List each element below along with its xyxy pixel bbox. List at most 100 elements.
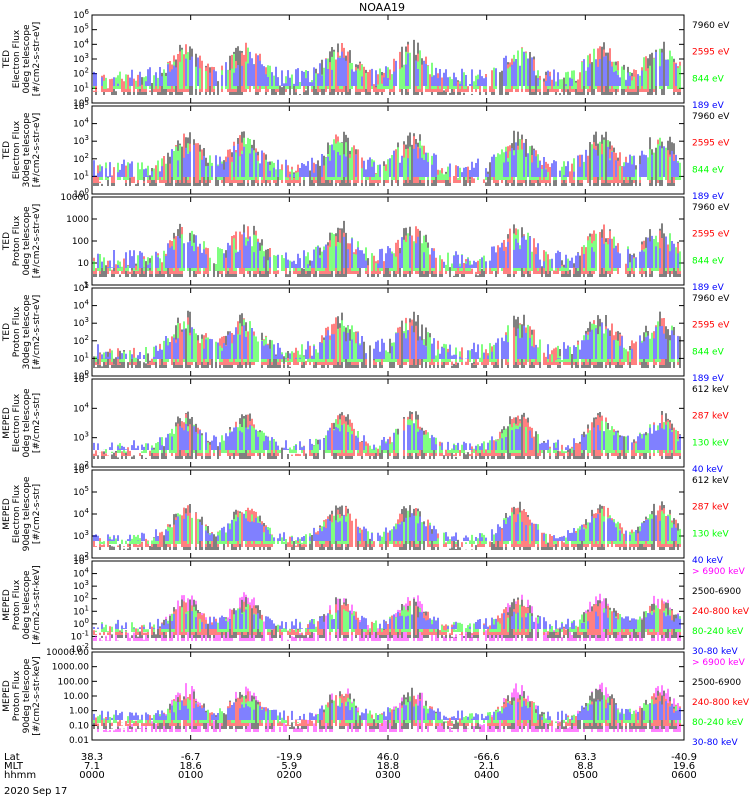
y-tick-label: 103 <box>73 579 89 592</box>
flux-series-4 <box>97 322 679 359</box>
y-tick-label: 104 <box>73 567 89 580</box>
data-marks <box>93 411 681 459</box>
y-tick-label: 0.01 <box>69 736 89 746</box>
legend-entry: 130 keV <box>692 438 729 448</box>
legend-entry: > 6900 keV <box>692 567 746 577</box>
y-tick-label: 104 <box>73 299 89 312</box>
flux-series-3 <box>99 417 681 453</box>
y-tick-label: 102 <box>73 334 89 347</box>
y-tick-label: 103 <box>73 52 89 65</box>
legend-entry: 240-800 keV <box>692 607 750 617</box>
panel-frame <box>91 287 685 377</box>
panel-8: 10000.00 1000.00 100.00 10.00 1.00 0.10 0.01 ME… <box>2 648 750 748</box>
footer-hhmm-value: 0500 <box>573 770 598 781</box>
date-label: 2020 Sep 17 <box>4 786 67 797</box>
footer-mlt-value: 18.8 <box>377 761 399 772</box>
legend-entry: 844 eV <box>692 347 725 357</box>
legend-entry: 844 eV <box>692 165 725 175</box>
legend-entry: 40 keV <box>692 556 724 566</box>
y-tick-label: 103 <box>73 134 89 147</box>
footer-row-label: MLT <box>4 761 24 772</box>
footer-lat-value: -40.9 <box>671 752 697 763</box>
y-tick-label: 100 <box>72 237 89 247</box>
y-tick-label: 0.10 <box>69 721 89 731</box>
y-tick-label: 102 <box>73 152 89 165</box>
y-tick-label: 105 <box>73 99 89 112</box>
y-tick-label: 103 <box>73 316 89 329</box>
legend-entry: 130 keV <box>692 529 729 539</box>
legend-entry: 2500-6900 <box>692 587 741 597</box>
legend-entry: 40 keV <box>692 465 724 475</box>
flux-series-2 <box>101 597 681 638</box>
legend-entry: 30-80 keV <box>692 647 738 657</box>
legend-entry: 7960 eV <box>692 203 730 213</box>
legend-entry: 612 keV <box>692 385 729 395</box>
footer-hhmm-value: 0200 <box>277 770 302 781</box>
y-tick-label: 10000.00 <box>46 648 89 658</box>
flux-series-3 <box>95 319 679 362</box>
y-tick-label: 1000.00 <box>52 663 89 673</box>
footer-lat-value: -66.6 <box>474 752 500 763</box>
flux-series-1 <box>97 682 681 732</box>
data-marks <box>93 39 681 95</box>
footer-lat-value: 46.0 <box>377 752 399 763</box>
y-tick-label: 102 <box>73 460 89 473</box>
y-tick-label: 1000 <box>66 215 89 225</box>
panel-6: 102 103 104 105 106 MEPEDElectron Flux90deg t… <box>2 463 729 566</box>
legend-entry: 2595 eV <box>692 48 730 58</box>
footer-hhmm-value: 0300 <box>375 770 400 781</box>
footer-hhmm-value: 0400 <box>474 770 499 781</box>
y-axis-label: MEPEDElectron Flux90deg telescope[#/cm2-… <box>2 476 42 551</box>
flux-series-5 <box>93 699 681 720</box>
y-tick-label: 10 <box>78 259 90 269</box>
footer-row-label: hhmm <box>4 770 36 781</box>
flux-series-2 <box>93 687 677 729</box>
y-tick-label: 101 <box>73 81 89 94</box>
y-tick-label: 103 <box>73 529 89 542</box>
flux-series-5 <box>93 608 681 629</box>
y-axis-label: TEDElectron Flux0deg telescope[#/cm2-s-s… <box>2 22 42 97</box>
y-tick-label: 106 <box>73 8 89 21</box>
y-tick-label: 100 <box>73 96 89 109</box>
flux-series-4 <box>93 51 677 86</box>
footer-mlt-value: 8.8 <box>577 761 593 772</box>
y-tick-label: 104 <box>73 37 89 50</box>
figure-title: NOAA19 <box>359 1 405 14</box>
legend-entry: 240-800 keV <box>692 698 750 708</box>
legend-entry: 189 eV <box>692 283 725 293</box>
y-tick-label: 101 <box>73 604 89 617</box>
y-tick-label: 104 <box>73 401 89 414</box>
legend-entry: 7960 eV <box>692 294 730 304</box>
footer-hhmm-value: 0600 <box>671 770 696 781</box>
y-tick-label: 101 <box>73 351 89 364</box>
y-axis-label: MEPEDProton Flux90deg telescope[#/cm2-s-… <box>2 656 42 735</box>
legend-entry: 612 keV <box>692 476 729 486</box>
flux-series-4 <box>93 142 679 177</box>
data-marks <box>93 220 681 277</box>
flux-series-4 <box>97 232 679 268</box>
panel-frame <box>91 14 685 104</box>
legend-entry: 2500-6900 <box>692 678 741 688</box>
legend-entry: 30-80 keV <box>692 738 738 748</box>
legend-entry: 2595 eV <box>692 321 730 331</box>
panel-2: 100 101 102 103 104 105 TEDElectron Flux30deg … <box>2 99 730 202</box>
footer-hhmm-value: 0000 <box>79 770 104 781</box>
y-axis-label: TEDProton Flux0deg telescope[#/cm2-s-str… <box>2 204 42 279</box>
footer-row-label: Lat <box>4 752 20 763</box>
footer-lat-value: 38.3 <box>81 752 103 763</box>
footer-mlt-value: 5.9 <box>281 761 297 772</box>
footer-mlt-value: 18.6 <box>180 761 202 772</box>
y-tick-label: 102 <box>73 592 89 605</box>
legend-entry: 189 eV <box>692 374 725 384</box>
y-tick-label: 101 <box>73 169 89 182</box>
flux-series-2 <box>95 317 679 365</box>
legend-entry: 7960 eV <box>692 112 730 122</box>
data-marks <box>93 682 681 732</box>
y-tick-label: 100 <box>73 617 89 630</box>
y-tick-label: 105 <box>73 372 89 385</box>
legend-entry: 2595 eV <box>692 139 730 149</box>
flux-series-4 <box>93 423 681 450</box>
